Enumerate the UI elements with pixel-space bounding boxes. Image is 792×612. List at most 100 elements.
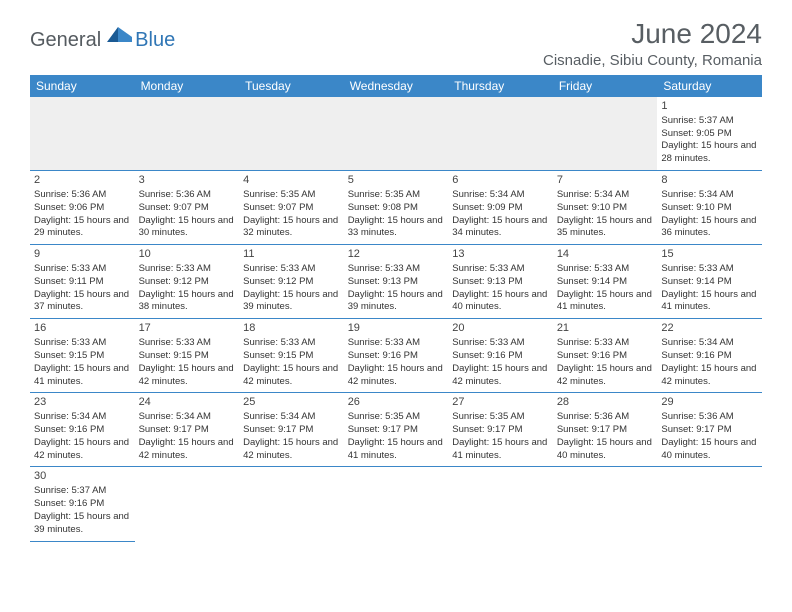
day-number: 8 [661, 173, 758, 188]
daylight-text: Daylight: 15 hours and 42 minutes. [243, 437, 340, 463]
sunset-text: Sunset: 9:11 PM [34, 276, 131, 289]
calendar-cell: 18Sunrise: 5:33 AMSunset: 9:15 PMDayligh… [239, 319, 344, 393]
day-number: 3 [139, 173, 236, 188]
calendar-cell: 25Sunrise: 5:34 AMSunset: 9:17 PMDayligh… [239, 393, 344, 467]
daylight-text: Daylight: 15 hours and 42 minutes. [661, 363, 758, 389]
day-number: 17 [139, 321, 236, 336]
day-number: 22 [661, 321, 758, 336]
sunrise-text: Sunrise: 5:36 AM [139, 189, 236, 202]
day-number: 18 [243, 321, 340, 336]
header: General Blue June 2024 Cisnadie, Sibiu C… [30, 18, 762, 69]
daylight-text: Daylight: 15 hours and 42 minutes. [348, 363, 445, 389]
sunset-text: Sunset: 9:13 PM [348, 276, 445, 289]
sunrise-text: Sunrise: 5:34 AM [452, 189, 549, 202]
sunrise-text: Sunrise: 5:34 AM [243, 411, 340, 424]
sunrise-text: Sunrise: 5:37 AM [34, 485, 131, 498]
calendar-cell: 30Sunrise: 5:37 AMSunset: 9:16 PMDayligh… [30, 467, 135, 541]
calendar-cell [135, 467, 240, 541]
calendar-cell: 1Sunrise: 5:37 AMSunset: 9:05 PMDaylight… [657, 97, 762, 171]
sunset-text: Sunset: 9:17 PM [452, 424, 549, 437]
location-text: Cisnadie, Sibiu County, Romania [543, 52, 762, 69]
day-number: 5 [348, 173, 445, 188]
day-number: 14 [557, 247, 654, 262]
day-number: 21 [557, 321, 654, 336]
daylight-text: Daylight: 15 hours and 34 minutes. [452, 215, 549, 241]
sunset-text: Sunset: 9:08 PM [348, 202, 445, 215]
day-number: 19 [348, 321, 445, 336]
calendar-cell [657, 467, 762, 541]
calendar-cell: 6Sunrise: 5:34 AMSunset: 9:09 PMDaylight… [448, 171, 553, 245]
day-number: 1 [661, 99, 758, 114]
daylight-text: Daylight: 15 hours and 41 minutes. [34, 363, 131, 389]
sunset-text: Sunset: 9:10 PM [661, 202, 758, 215]
calendar-week-row: 23 Sunrise: 5:34 AM Sunset: 9:16 PM Dayligh… [30, 393, 762, 467]
sunset-text: Sunset: 9:14 PM [661, 276, 758, 289]
daylight-text: Daylight: 15 hours and 40 minutes. [661, 437, 758, 463]
calendar-cell: 23Sunrise: 5:34 AMSunset: 9:16 PMDayligh… [30, 393, 135, 467]
weekday-header: Friday [553, 75, 658, 97]
sunrise-text: Sunrise: 5:33 AM [139, 337, 236, 350]
sunset-text: Sunset: 9:17 PM [557, 424, 654, 437]
sunrise-text: Sunrise: 5:33 AM [34, 263, 131, 276]
sunrise-text: Sunrise: 5:33 AM [452, 263, 549, 276]
daylight-text: Daylight: 15 hours and 39 minutes. [348, 289, 445, 315]
title-block: June 2024 Cisnadie, Sibiu County, Romani… [543, 18, 762, 69]
sunset-text: Sunset: 9:09 PM [452, 202, 549, 215]
calendar-cell [553, 97, 658, 171]
logo: General Blue [30, 24, 175, 57]
sunrise-text: Sunrise: 5:34 AM [139, 411, 236, 424]
calendar-cell: 22Sunrise: 5:34 AMSunset: 9:16 PMDayligh… [657, 319, 762, 393]
sunset-text: Sunset: 9:10 PM [557, 202, 654, 215]
weekday-header: Wednesday [344, 75, 449, 97]
daylight-text: Daylight: 15 hours and 37 minutes. [34, 289, 131, 315]
calendar-cell: 5Sunrise: 5:35 AMSunset: 9:08 PMDaylight… [344, 171, 449, 245]
daylight-text: Daylight: 15 hours and 36 minutes. [661, 215, 758, 241]
daylight-text: Daylight: 15 hours and 42 minutes. [139, 363, 236, 389]
calendar-cell [135, 97, 240, 171]
sunrise-text: Sunrise: 5:33 AM [348, 263, 445, 276]
daylight-text: Daylight: 15 hours and 32 minutes. [243, 215, 340, 241]
day-number: 4 [243, 173, 340, 188]
sunrise-text: Sunrise: 5:35 AM [243, 189, 340, 202]
daylight-text: Daylight: 15 hours and 28 minutes. [661, 140, 758, 166]
sunrise-text: Sunrise: 5:35 AM [348, 189, 445, 202]
calendar-cell: 20Sunrise: 5:33 AMSunset: 9:16 PMDayligh… [448, 319, 553, 393]
calendar-cell: 8Sunrise: 5:34 AMSunset: 9:10 PMDaylight… [657, 171, 762, 245]
daylight-text: Daylight: 15 hours and 40 minutes. [557, 437, 654, 463]
calendar-cell [448, 97, 553, 171]
calendar-cell [30, 97, 135, 171]
sunrise-text: Sunrise: 5:34 AM [661, 189, 758, 202]
calendar-week-row: 9Sunrise: 5:33 AMSunset: 9:11 PMDaylight… [30, 245, 762, 319]
day-number: 23 [34, 395, 131, 410]
daylight-text: Daylight: 15 hours and 40 minutes. [452, 289, 549, 315]
calendar-cell [344, 467, 449, 541]
calendar-week-row: 2Sunrise: 5:36 AMSunset: 9:06 PMDaylight… [30, 171, 762, 245]
sunset-text: Sunset: 9:15 PM [243, 350, 340, 363]
calendar-cell [239, 467, 344, 541]
sunset-text: Sunset: 9:16 PM [452, 350, 549, 363]
day-number: 12 [348, 247, 445, 262]
calendar-cell: 27Sunrise: 5:35 AMSunset: 9:17 PMDayligh… [448, 393, 553, 467]
daylight-text: Daylight: 15 hours and 38 minutes. [139, 289, 236, 315]
calendar-cell: 9Sunrise: 5:33 AMSunset: 9:11 PMDaylight… [30, 245, 135, 319]
sunset-text: Sunset: 9:12 PM [139, 276, 236, 289]
daylight-text: Daylight: 15 hours and 42 minutes. [452, 363, 549, 389]
sunset-text: Sunset: 9:16 PM [661, 350, 758, 363]
calendar-cell: 3Sunrise: 5:36 AMSunset: 9:07 PMDaylight… [135, 171, 240, 245]
logo-text-general: General [30, 29, 101, 52]
daylight-text: Daylight: 15 hours and 42 minutes. [557, 363, 654, 389]
sunset-text: Sunset: 9:15 PM [139, 350, 236, 363]
day-number: 20 [452, 321, 549, 336]
day-number: 9 [34, 247, 131, 262]
sunset-text: Sunset: 9:16 PM [348, 350, 445, 363]
daylight-text: Daylight: 15 hours and 30 minutes. [139, 215, 236, 241]
calendar-week-row: 30Sunrise: 5:37 AMSunset: 9:16 PMDayligh… [30, 467, 762, 541]
calendar-cell: 2Sunrise: 5:36 AMSunset: 9:06 PMDaylight… [30, 171, 135, 245]
day-number: 26 [348, 395, 445, 410]
daylight-text: Daylight: 15 hours and 39 minutes. [243, 289, 340, 315]
sunset-text: Sunset: 9:16 PM [34, 424, 131, 437]
daylight-text: Daylight: 15 hours and 42 minutes. [139, 437, 236, 463]
sunset-text: Sunset: 9:15 PM [34, 350, 131, 363]
daylight-text: Daylight: 15 hours and 41 minutes. [452, 437, 549, 463]
day-number: 6 [452, 173, 549, 188]
